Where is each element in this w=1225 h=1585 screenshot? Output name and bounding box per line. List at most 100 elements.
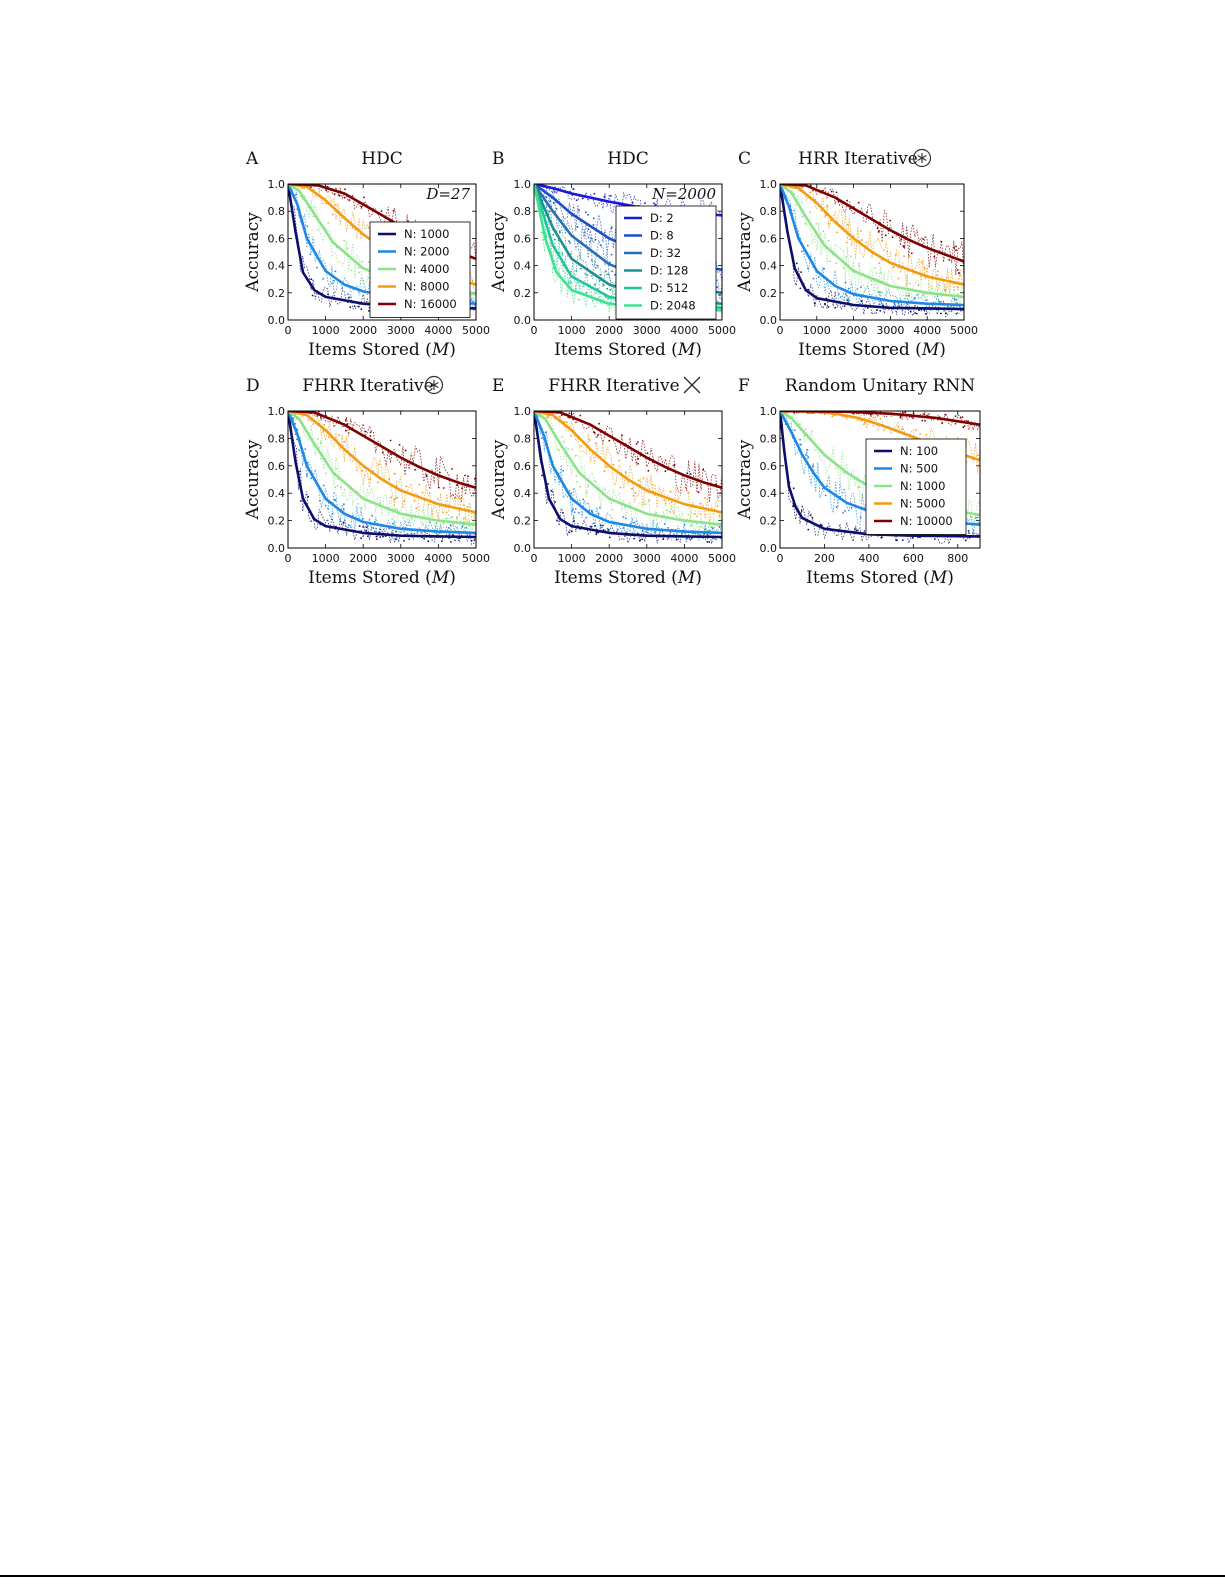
data-point [558, 415, 561, 418]
data-point [876, 227, 879, 230]
data-point [578, 511, 580, 514]
series-noise-trace [780, 184, 964, 308]
data-point [392, 522, 394, 525]
series-noise-trace [288, 411, 476, 524]
series-line [288, 411, 476, 514]
data-point [327, 436, 330, 439]
data-point [335, 203, 337, 206]
data-point [547, 416, 549, 419]
data-point [956, 269, 959, 271]
x-tick-label: 4000 [424, 552, 452, 565]
data-point [449, 524, 452, 526]
data-point [368, 261, 370, 264]
data-point [866, 211, 868, 214]
data-point [654, 203, 657, 206]
data-point [441, 540, 443, 542]
page-bottom-rule [0, 1575, 1225, 1577]
data-point [804, 428, 807, 431]
data-point [609, 288, 612, 291]
data-point [369, 431, 372, 434]
data-point [697, 491, 700, 494]
data-point [322, 278, 324, 280]
data-point [360, 537, 362, 540]
series-line [780, 411, 980, 538]
data-point [878, 303, 881, 306]
series-line [534, 411, 722, 489]
data-point [689, 473, 692, 475]
data-point [392, 209, 395, 212]
data-point [602, 524, 604, 527]
data-point [398, 444, 401, 446]
data-point [794, 429, 796, 431]
data-point [944, 290, 947, 292]
data-point [304, 448, 307, 450]
data-point [953, 247, 956, 249]
data-point [809, 191, 812, 194]
y-axis-label: Accuracy [489, 439, 509, 520]
data-point [708, 541, 711, 543]
data-point [439, 526, 442, 528]
data-point [610, 194, 612, 197]
panel-title: FHRR Iterative [302, 376, 433, 396]
data-point [941, 422, 943, 424]
data-point [878, 262, 881, 264]
data-point [915, 312, 918, 315]
series-line [288, 411, 476, 526]
x-tick-label: 2000 [840, 324, 868, 337]
data-point [338, 434, 341, 436]
data-point [664, 470, 667, 473]
data-point [829, 219, 832, 222]
data-point [850, 506, 853, 509]
data-point [812, 465, 814, 467]
series-noise-trace [780, 184, 964, 294]
data-point [899, 415, 902, 418]
data-point [549, 200, 552, 202]
data-point [859, 286, 862, 289]
data-point [693, 513, 696, 515]
data-point [299, 500, 302, 502]
legend: N: 100 N: 500 N: 1000 N: 5000 N: 10000 [865, 438, 967, 535]
data-point [924, 420, 926, 422]
data-point [471, 279, 474, 282]
y-tick-label: 1.0 [760, 405, 778, 418]
panel-letter: D [246, 376, 260, 396]
data-point [854, 528, 856, 530]
data-point [451, 515, 454, 518]
data-point [663, 499, 666, 502]
data-point [591, 511, 594, 514]
data-point [604, 488, 607, 491]
data-point [554, 238, 556, 241]
y-tick-label: 0.2 [268, 287, 286, 300]
data-point [379, 536, 382, 538]
panel-title: FHRR Iterative [548, 376, 679, 396]
data-point [875, 309, 878, 311]
data-point [587, 213, 589, 216]
data-point [976, 516, 979, 519]
data-point [891, 236, 894, 239]
data-point [396, 485, 398, 487]
data-point [541, 474, 543, 477]
data-point [306, 225, 309, 228]
plot-frame [287, 410, 477, 549]
data-point [925, 433, 928, 436]
data-point [325, 472, 328, 475]
data-point [903, 246, 905, 249]
data-point [869, 413, 872, 416]
data-point [327, 222, 330, 224]
x-axis-label: Items Stored (M) [308, 340, 456, 360]
legend-entry: N: 100 [900, 444, 938, 458]
data-point [552, 233, 555, 236]
data-point [859, 516, 862, 519]
plot-frame [779, 183, 965, 321]
data-point [948, 259, 951, 261]
data-point [608, 439, 611, 442]
data-point [375, 530, 377, 533]
circled-asterisk-icon [912, 148, 932, 168]
data-point [449, 541, 452, 543]
data-point [327, 507, 329, 510]
data-point [604, 270, 607, 272]
data-point [892, 266, 895, 268]
y-tick-label: 0.6 [268, 460, 286, 473]
series-noise-trace [780, 184, 964, 315]
data-point [364, 430, 367, 433]
